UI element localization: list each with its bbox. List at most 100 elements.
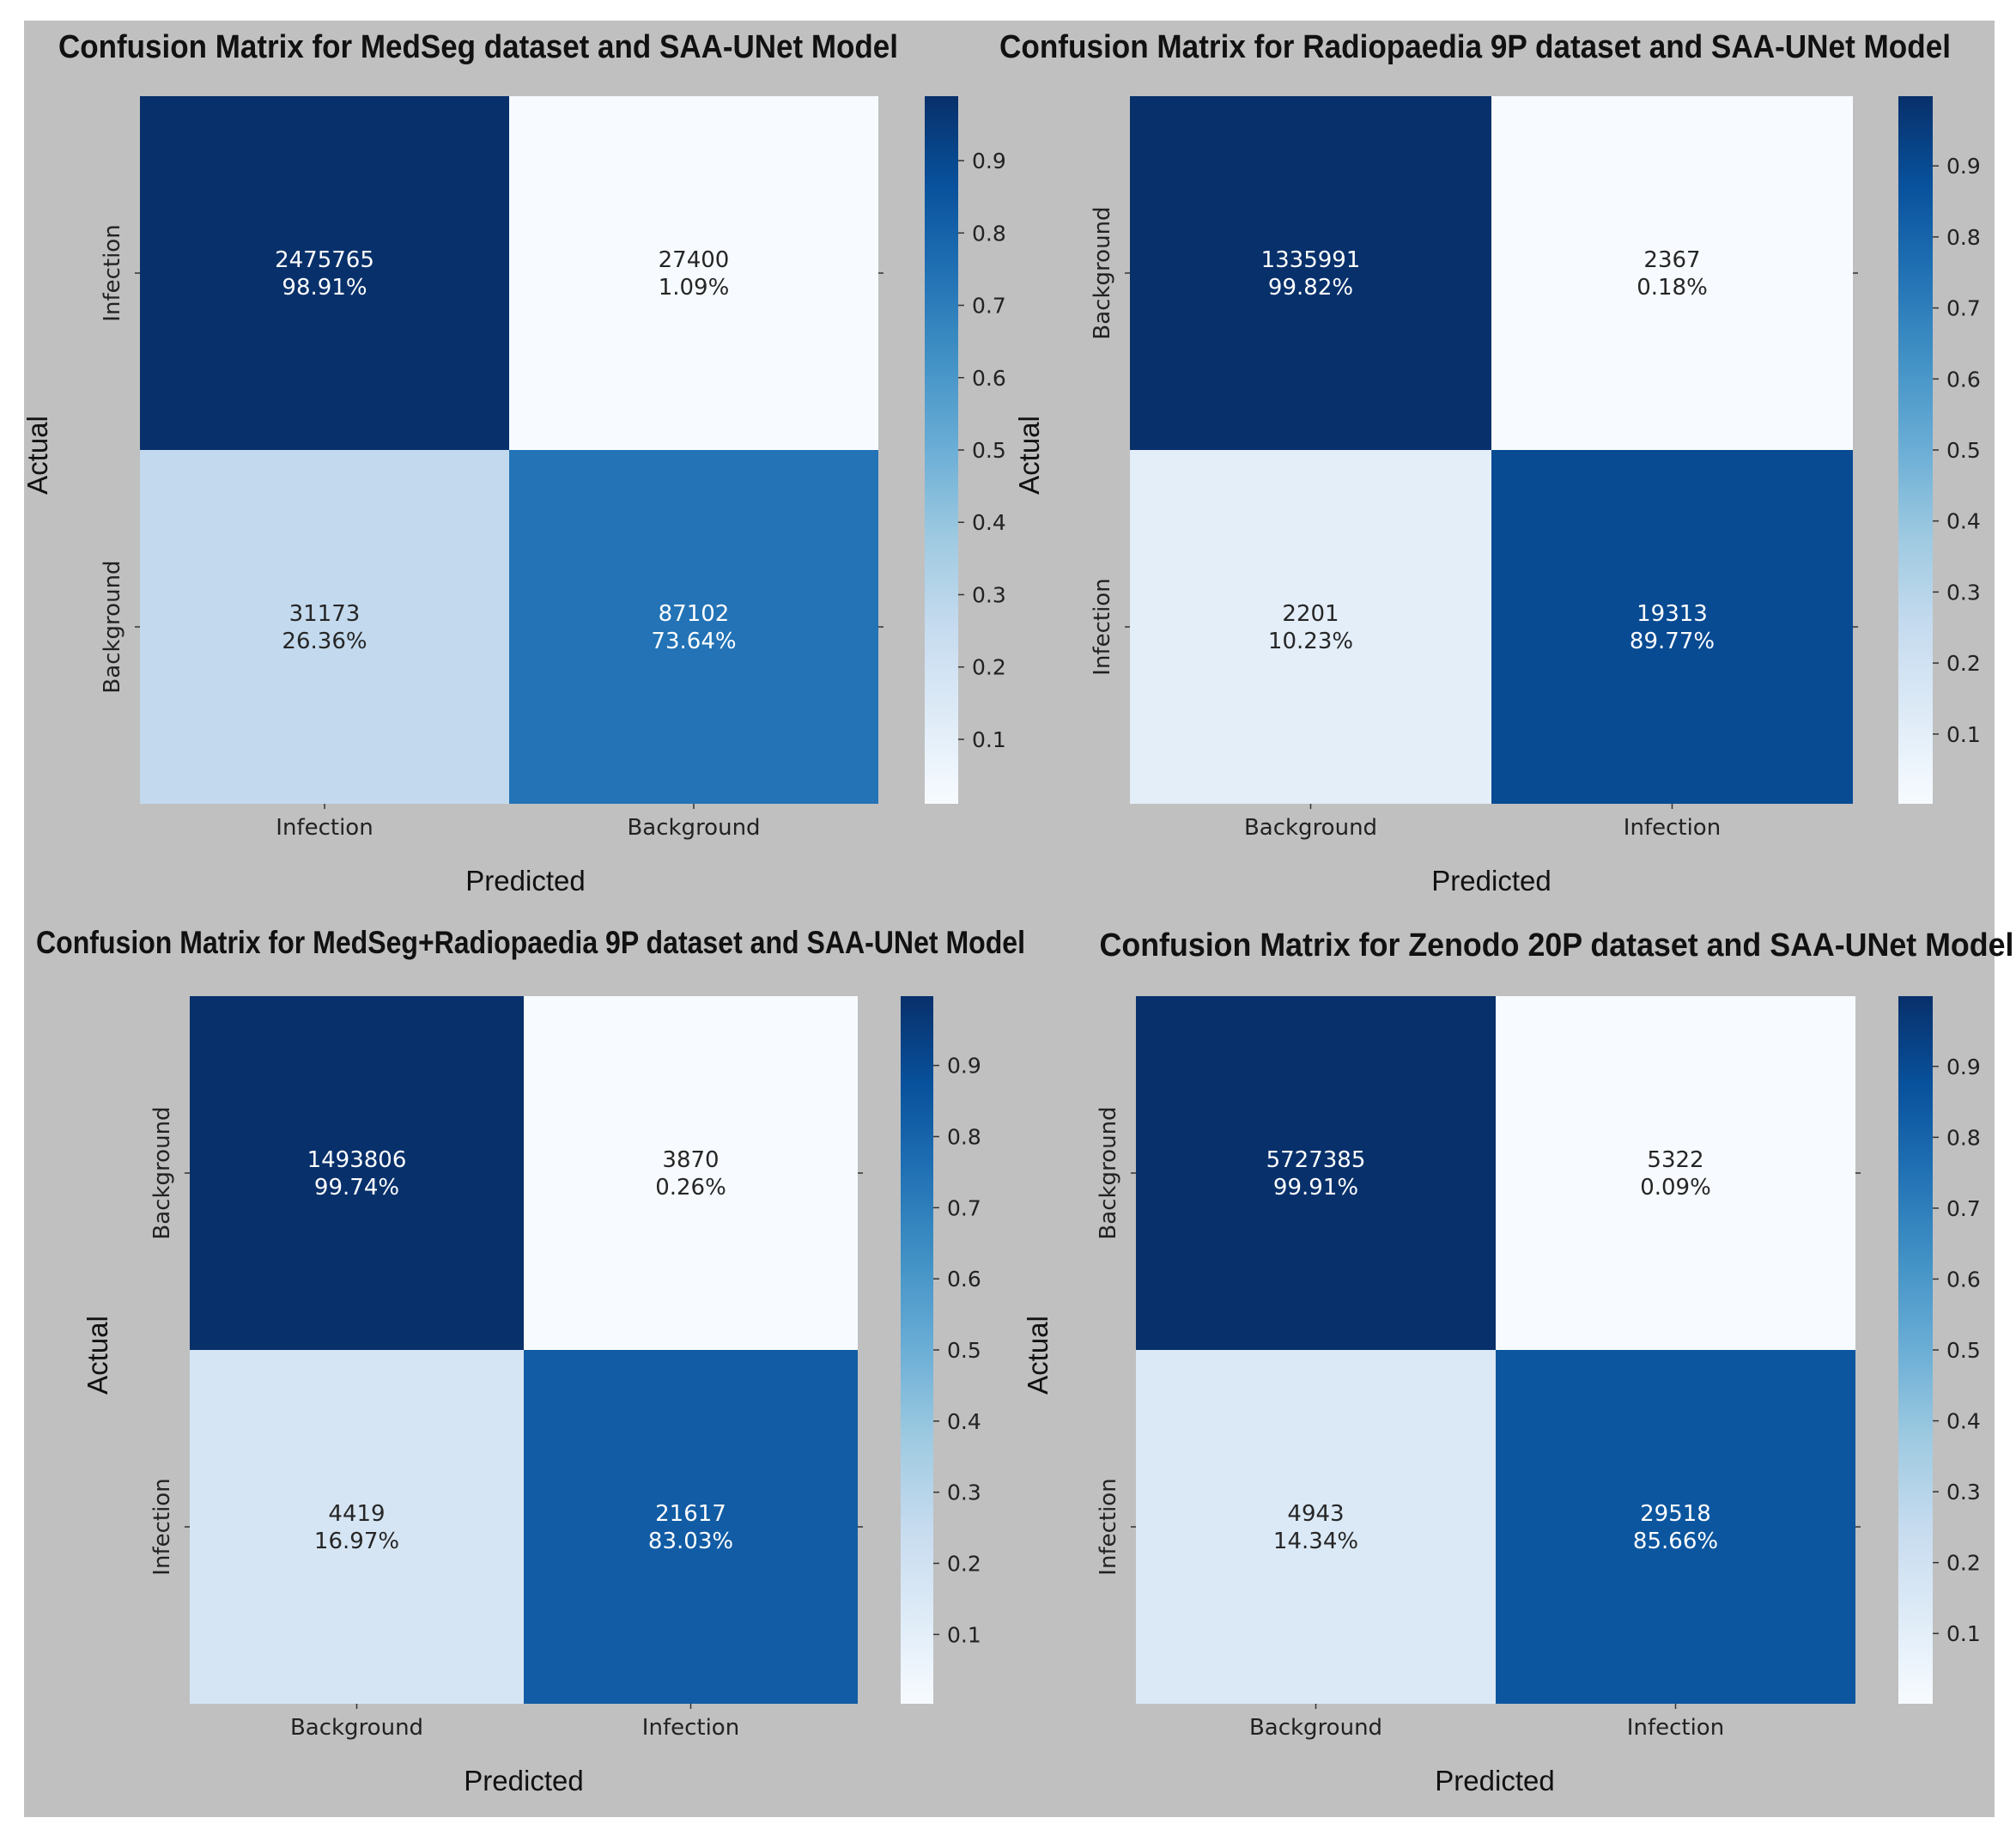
colorbar-tick-label: 0.8 [1946, 225, 1981, 250]
y-tick-label: Background [100, 560, 125, 693]
y-axis-label: Actual [1013, 416, 1045, 495]
x-axis-label: Predicted [1431, 865, 1551, 897]
cell-percent-label: 0.09% [1640, 1175, 1711, 1201]
y-tick-label: Background [1096, 1106, 1121, 1239]
heatmap-cell [1496, 1350, 1855, 1704]
x-axis-label: Predicted [1435, 1765, 1554, 1796]
heatmap-cell [1491, 450, 1853, 804]
cell-percent-label: 85.66% [1633, 1529, 1718, 1554]
heatmap-cell [140, 450, 509, 804]
heatmap-cell [1496, 996, 1855, 1350]
cell-percent-label: 10.23% [1268, 629, 1353, 654]
colorbar-tick-label: 0.4 [972, 510, 1006, 535]
heatmap-cell [190, 1350, 524, 1704]
colorbar-tick-label: 0.6 [1946, 1267, 1981, 1292]
cell-count-label: 4943 [1287, 1501, 1344, 1527]
confusion-matrix-panel-2: Confusion Matrix for Radiopaedia 9P data… [999, 29, 1981, 897]
heatmap-cell [1136, 996, 1496, 1350]
cell-percent-label: 73.64% [651, 629, 736, 654]
colorbar-tick-label: 0.5 [972, 438, 1006, 463]
colorbar-tick-label: 0.9 [947, 1054, 981, 1079]
cell-count-label: 4419 [328, 1501, 385, 1527]
cell-count-label: 87102 [659, 601, 730, 627]
y-tick-label: Infection [100, 224, 125, 321]
y-axis-label: Actual [1022, 1316, 1054, 1395]
cell-count-label: 2367 [1643, 247, 1700, 273]
colorbar-tick-label: 0.3 [1946, 1480, 1981, 1505]
cell-percent-label: 26.36% [282, 629, 367, 654]
x-tick-label: Infection [276, 815, 373, 841]
chart-title: Confusion Matrix for MedSeg dataset and … [58, 29, 898, 65]
cell-count-label: 3870 [662, 1147, 719, 1173]
colorbar-tick-label: 0.6 [1946, 367, 1981, 392]
colorbar-tick-label: 0.4 [1946, 509, 1981, 534]
cell-percent-label: 83.03% [648, 1529, 733, 1554]
colorbar-tick-label: 0.5 [1946, 438, 1981, 463]
cell-count-label: 5322 [1647, 1147, 1703, 1173]
heatmap-cell [524, 996, 858, 1350]
chart-title: Confusion Matrix for MedSeg+Radiopaedia … [36, 925, 1025, 960]
x-tick-label: Infection [642, 1715, 739, 1741]
x-axis-label: Predicted [465, 865, 585, 897]
cell-count-label: 2201 [1282, 601, 1339, 627]
heatmap-cell [1491, 96, 1853, 450]
y-axis-label: Actual [82, 1316, 113, 1395]
colorbar-tick-label: 0.5 [947, 1338, 981, 1363]
colorbar-tick-label: 0.2 [1946, 651, 1981, 676]
y-tick-label: Infection [149, 1478, 175, 1575]
x-tick-label: Infection [1624, 815, 1721, 841]
x-tick-label: Background [627, 815, 760, 841]
y-tick-label: Background [1090, 206, 1115, 339]
colorbar-tick-label: 0.6 [972, 366, 1006, 391]
cell-count-label: 21617 [655, 1501, 726, 1527]
colorbar-tick-label: 0.7 [1946, 1196, 1981, 1221]
cell-count-label: 27400 [659, 247, 730, 273]
colorbar-tick-label: 0.4 [1946, 1409, 1981, 1434]
heatmap-cell [190, 996, 524, 1350]
colorbar-tick-label: 0.2 [972, 655, 1006, 680]
colorbar-tick-label: 0.9 [972, 149, 1006, 173]
cell-percent-label: 89.77% [1630, 629, 1715, 654]
cell-percent-label: 99.74% [314, 1175, 399, 1201]
heatmap-cell [509, 96, 878, 450]
colorbar-tick-label: 0.6 [947, 1267, 981, 1292]
cell-count-label: 1335991 [1261, 247, 1361, 273]
cell-percent-label: 0.18% [1636, 275, 1708, 301]
chart-title: Confusion Matrix for Radiopaedia 9P data… [999, 29, 1951, 65]
x-tick-label: Background [1244, 815, 1377, 841]
cell-percent-label: 1.09% [659, 275, 730, 301]
colorbar-tick-label: 0.2 [1946, 1551, 1981, 1576]
heatmap-cell [1130, 450, 1491, 804]
confusion-matrix-panel-4: Confusion Matrix for Zenodo 20P dataset … [1022, 927, 2014, 1796]
colorbar [1898, 996, 1933, 1704]
cell-percent-label: 99.91% [1273, 1175, 1358, 1201]
colorbar-tick-label: 0.9 [1946, 1055, 1981, 1079]
cell-percent-label: 14.34% [1273, 1529, 1358, 1554]
colorbar-tick-label: 0.8 [1946, 1125, 1981, 1150]
colorbar-tick-label: 0.1 [972, 727, 1006, 752]
colorbar-tick-label: 0.1 [1946, 722, 1981, 747]
confusion-matrix-panel-1: Confusion Matrix for MedSeg dataset and … [21, 29, 1006, 897]
chart-title: Confusion Matrix for Zenodo 20P dataset … [1100, 927, 2014, 964]
confusion-matrix-panel-3: Confusion Matrix for MedSeg+Radiopaedia … [36, 925, 1025, 1796]
colorbar-tick-label: 0.3 [1946, 580, 1981, 605]
cell-percent-label: 98.91% [282, 275, 367, 301]
heatmap-cell [1136, 1350, 1496, 1704]
heatmap-cell [1130, 96, 1491, 450]
y-tick-label: Background [149, 1106, 175, 1239]
cell-count-label: 31173 [289, 601, 361, 627]
colorbar-tick-label: 0.9 [1946, 154, 1981, 179]
colorbar [1898, 96, 1933, 804]
y-axis-label: Actual [21, 416, 53, 495]
colorbar-tick-label: 0.3 [972, 582, 1006, 607]
colorbar [901, 996, 933, 1704]
cell-count-label: 1493806 [307, 1147, 407, 1173]
colorbar-tick-label: 0.1 [947, 1622, 981, 1647]
colorbar-tick-label: 0.8 [947, 1125, 981, 1150]
heatmap-cell [140, 96, 509, 450]
colorbar-tick-label: 0.8 [972, 221, 1006, 246]
x-tick-label: Background [290, 1715, 423, 1741]
heatmap-cell [524, 1350, 858, 1704]
colorbar-tick-label: 0.5 [1946, 1338, 1981, 1363]
colorbar-tick-label: 0.2 [947, 1551, 981, 1576]
